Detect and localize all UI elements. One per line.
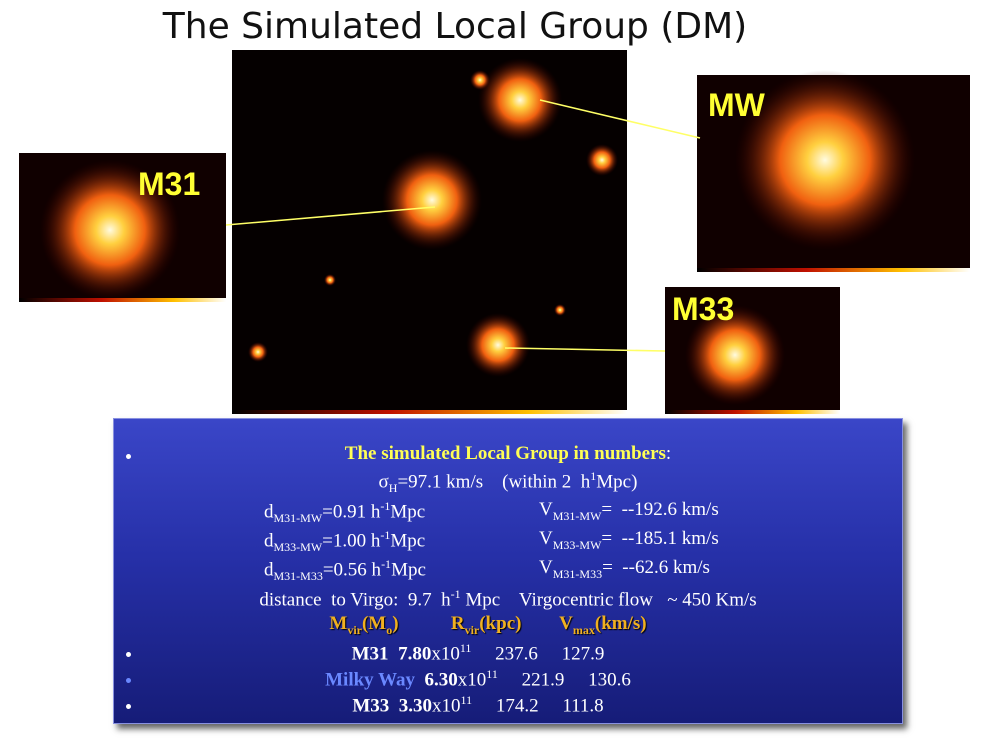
text: M31-MW [273,511,323,526]
text: Milky Way 6.30x1011 221.9 130.6 [84,667,872,691]
heading-colon: : [665,443,672,464]
text: σ [378,471,389,493]
text: d [264,530,274,552]
text: M31-M33 [273,569,323,584]
text: -1 [380,499,391,513]
text: x10 [431,643,460,665]
text: M33 [352,695,390,717]
text: M31-MW [552,508,602,523]
text: Mpc [391,559,426,581]
text: distance to Virgo: 9.7 h [259,589,451,611]
numbers-box: The simulated Local Group in numbers: σH… [113,418,903,724]
text: 174.2 [495,695,539,717]
text: Milky Way [325,669,416,691]
text: x10 [457,669,487,691]
header: R [450,613,465,634]
text: -1 [380,528,391,542]
panel-label: M31 [138,166,200,202]
text: 237.6 [495,643,538,665]
text: M31 7.80x1011 237.6 127.9 [84,641,872,665]
text: =0.56 h [322,559,382,581]
header: M [329,613,348,634]
header: vir [347,622,362,637]
header: (M [361,613,387,634]
text: = --192.6 km/s [601,499,719,520]
panel-label: M33 [672,291,734,327]
text: M31 [351,643,389,665]
text: -1 [381,557,392,571]
text: = --62.6 km/s [602,557,710,578]
text: M33 3.30x1011 174.2 111.8 [84,693,872,717]
text: 130.6 [588,669,631,691]
text: Mpc [390,530,426,552]
text: d [264,559,274,581]
text: M33-MW [552,537,602,552]
text: M31-M33 [552,566,603,581]
text: V [539,528,553,549]
text: -1 [450,587,461,601]
header: (km/s) [594,613,647,634]
text: 111.8 [562,695,604,717]
text: 221.9 [521,669,565,691]
text: 11 [460,693,473,707]
header: vir [464,622,480,637]
images: M31 MW M33 [19,50,970,414]
text: =97.1 km/s (within 2 h [397,471,591,493]
text: Mpc) [596,471,638,493]
text: 11 [486,667,498,681]
text: 1 [590,469,597,483]
text: 3.30 [398,695,433,717]
text: =1.00 h [322,530,381,552]
text: d [264,501,274,523]
text: 6.30 [424,669,458,691]
text: V [539,499,553,520]
header: max [572,622,595,637]
text: Mpc [390,501,426,523]
text: 127.9 [561,643,605,665]
header: (kpc) [479,613,522,634]
text: Mpc Virgocentric flow ~ 450 Km/s [460,589,757,611]
text: =0.91 h [322,501,381,523]
text: V [539,557,553,578]
text: H [388,481,398,496]
header: V [559,613,573,634]
text: M33-MW [273,540,323,555]
header: o [386,622,393,637]
text: = --185.1 km/s [601,528,719,549]
title: The Simulated Local Group (DM) [162,6,748,47]
panel-label: MW [708,87,766,123]
text: x10 [432,695,461,717]
text: 7.80 [398,643,432,665]
header: ) [392,613,399,634]
heading: The simulated Local Group in numbers [344,443,666,464]
text: 11 [459,641,472,655]
